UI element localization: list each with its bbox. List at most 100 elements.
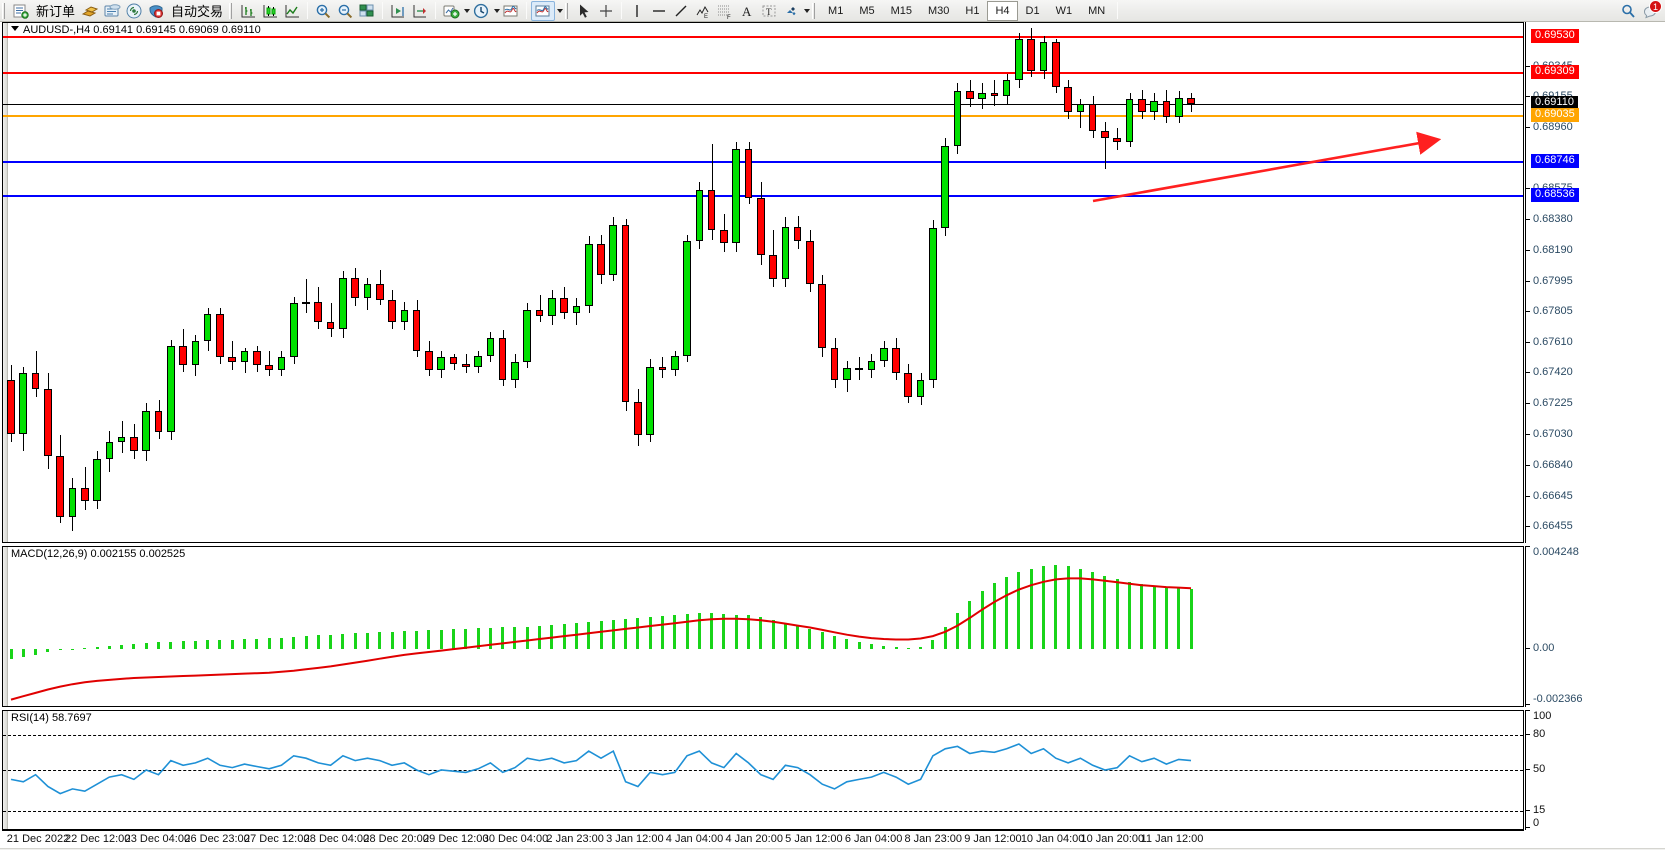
price-chart-pane[interactable]: AUDUSD-,H4 0.69141 0.69145 0.69069 0.691… (2, 22, 1524, 543)
toolbar-grip-3[interactable] (564, 2, 571, 19)
indicators-dropdown-caret[interactable] (464, 8, 471, 13)
chevron-down-icon[interactable] (11, 26, 19, 31)
macd-indicator-pane[interactable]: MACD(12,26,9) 0.002155 0.002525 (2, 546, 1524, 707)
candle-body (720, 229, 728, 243)
zoom-out-icon[interactable] (334, 1, 356, 21)
time-axis-tick-label: 11 Jan 12:00 (1140, 833, 1204, 845)
tab-timeframe-h1[interactable]: H1 (965, 4, 980, 17)
rsi-indicator-pane[interactable]: RSI(14) 58.7697 (2, 710, 1524, 830)
tab-timeframe-mn[interactable]: MN (1088, 4, 1106, 17)
candle-body (781, 226, 790, 280)
tab-timeframe-m5[interactable]: M5 (859, 4, 875, 17)
price-axis-tick (1526, 66, 1530, 67)
zoom-in-icon[interactable] (312, 1, 334, 21)
macd-axis[interactable]: 0.004248 0.00 -0.002366 (1525, 546, 1665, 707)
candle-body (314, 301, 323, 323)
shift-end-icon[interactable] (387, 1, 409, 21)
macd-histogram-bar (526, 626, 529, 650)
candle-wick (1080, 99, 1081, 129)
gold-bars-icon[interactable] (79, 1, 101, 21)
candle-body (560, 298, 568, 313)
candle-body (31, 373, 40, 390)
autotrade-label[interactable]: 自动交易 (171, 4, 224, 19)
candle-body (929, 228, 937, 380)
autoscroll-icon[interactable] (409, 1, 431, 21)
tab-timeframe-w1[interactable]: W1 (1055, 4, 1073, 17)
templates-icon[interactable] (500, 1, 522, 21)
price-axis-tick (1526, 465, 1530, 466)
price-level-line-0[interactable] (3, 36, 1523, 39)
toolbar-grip-2[interactable] (228, 2, 235, 19)
macd-histogram-bar (907, 647, 910, 650)
price-axis-tick (1526, 219, 1530, 220)
templates-dropdown-caret[interactable] (557, 8, 564, 13)
macd-histogram-bar (575, 622, 578, 650)
candle-body (744, 148, 753, 199)
search-icon[interactable] (1617, 1, 1639, 21)
price-level-line-2[interactable] (3, 103, 1523, 105)
candle-body (1064, 86, 1072, 113)
tab-timeframe-m1[interactable]: M1 (828, 4, 844, 17)
tab-timeframe-m30[interactable]: M30 (928, 4, 950, 17)
time-axis[interactable]: 21 Dec 2022 22 Dec 12:00 23 Dec 04:00 26 De… (2, 830, 1524, 848)
toolbar-grip-1[interactable] (1, 2, 7, 19)
tab-timeframe-m15[interactable]: M15 (890, 4, 912, 17)
line-chart-icon[interactable] (281, 1, 303, 21)
vertical-line-icon[interactable] (626, 1, 648, 21)
tab-timeframe-d1[interactable]: D1 (1025, 4, 1040, 17)
price-level-line-3[interactable] (3, 115, 1523, 118)
signals-icon[interactable] (123, 1, 145, 21)
crosshair-icon[interactable] (595, 1, 617, 21)
terminal-icon[interactable] (101, 1, 123, 21)
new-order-icon[interactable] (10, 1, 32, 21)
templates-selected-icon[interactable] (531, 0, 556, 21)
price-axis-tick-label: 0.67225 (1533, 397, 1573, 410)
price-level-line-4[interactable] (3, 161, 1523, 164)
chart-title: AUDUSD-,H4 0.69141 0.69145 0.69069 0.691… (23, 24, 261, 36)
cursor-icon[interactable] (573, 1, 595, 21)
tile-windows-icon[interactable] (356, 1, 378, 21)
candle-body (707, 190, 716, 230)
macd-histogram-bar (1017, 572, 1020, 650)
candle-wick (232, 341, 233, 371)
elliott-wave-icon[interactable]: E (692, 1, 714, 21)
candle-body (302, 301, 310, 304)
macd-pane-grip[interactable] (3, 547, 8, 706)
price-pane-grip[interactable] (3, 23, 8, 542)
autotrade-shield-icon[interactable] (145, 1, 167, 21)
indicators-add-icon[interactable] (440, 1, 462, 21)
macd-histogram-bar (772, 620, 775, 650)
macd-histogram-bar (427, 630, 430, 650)
candle-body (1113, 137, 1122, 143)
rsi-level-line-80 (3, 734, 1523, 736)
price-axis-highlight-label-resistance: 0.69530 (1531, 29, 1579, 44)
notification-icon[interactable]: 1 (1639, 0, 1662, 21)
candle-body (511, 362, 519, 380)
text-label-icon[interactable]: T (758, 1, 780, 21)
candle-body (400, 309, 409, 323)
price-level-line-1[interactable] (3, 71, 1523, 74)
toolbar-grip-4[interactable] (811, 2, 818, 19)
periods-dropdown-caret[interactable] (494, 8, 501, 13)
candlestick-chart-icon[interactable] (259, 1, 281, 21)
candle-body (1039, 42, 1048, 71)
price-level-line-5[interactable] (3, 194, 1523, 197)
bar-chart-icon[interactable] (237, 1, 259, 21)
tab-timeframe-h4[interactable]: H4 (987, 0, 1018, 21)
price-axis-tick (1526, 372, 1530, 373)
macd-histogram-bar (10, 649, 13, 659)
trendline-icon[interactable] (670, 1, 692, 21)
fibonacci-icon[interactable]: F (714, 1, 736, 21)
text-icon[interactable]: A (736, 1, 758, 21)
rsi-axis-tick (1526, 769, 1530, 770)
price-axis[interactable]: 0.695300.693450.693090.691550.691100.690… (1525, 22, 1665, 543)
new-order-label[interactable]: 新订单 (36, 4, 76, 19)
shapes-icon[interactable] (780, 1, 802, 21)
rsi-level-line-50 (3, 770, 1523, 771)
horizontal-line-icon[interactable] (648, 1, 670, 21)
candle-body (818, 284, 827, 348)
shapes-dropdown-caret[interactable] (804, 8, 811, 13)
periods-clock-icon[interactable] (470, 1, 492, 21)
rsi-axis[interactable]: 100 80 50 15 0 (1525, 710, 1665, 830)
macd-histogram-bar (661, 615, 664, 650)
